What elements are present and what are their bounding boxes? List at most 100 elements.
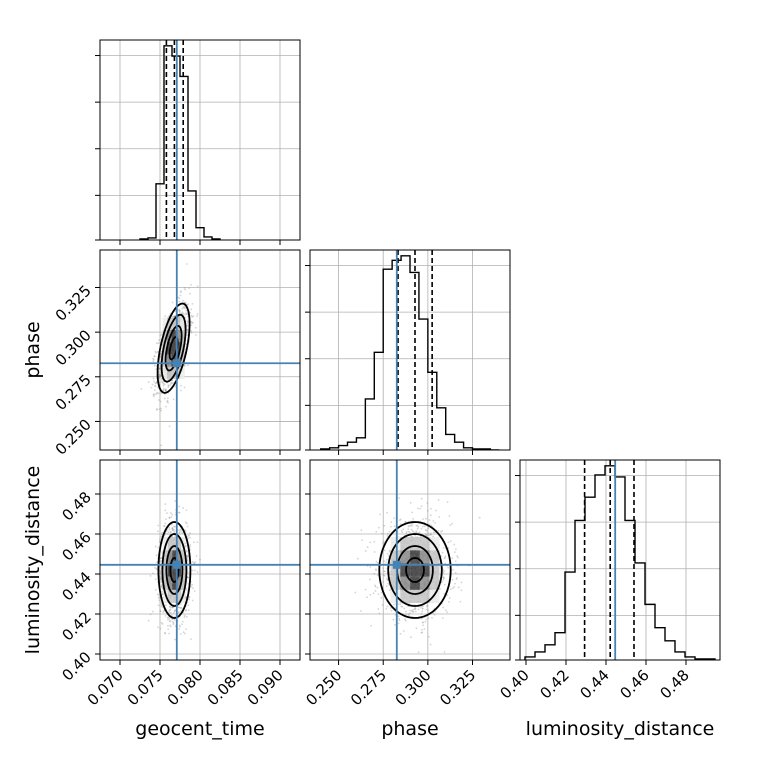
- sample-point: [393, 517, 396, 520]
- sample-point: [178, 312, 181, 314]
- density-cell: [181, 576, 186, 590]
- sample-point: [149, 574, 152, 577]
- sample-point: [169, 608, 172, 611]
- sample-point: [170, 530, 173, 533]
- sample-point: [179, 294, 182, 297]
- sample-point: [383, 524, 386, 527]
- sample-point: [404, 619, 407, 622]
- sample-point: [177, 296, 180, 299]
- sample-point: [153, 355, 156, 357]
- sample-point: [154, 384, 156, 387]
- density-cell: [163, 576, 168, 590]
- sample-point: [373, 540, 376, 543]
- sample-point: [427, 527, 430, 530]
- sample-point: [192, 315, 195, 318]
- sample-point: [386, 535, 389, 537]
- sample-point: [383, 574, 386, 577]
- sample-point: [178, 532, 181, 535]
- sample-point: [427, 617, 430, 620]
- sample-point: [159, 334, 162, 337]
- density-cell: [175, 317, 181, 330]
- sample-point: [454, 560, 457, 563]
- sample-point: [165, 388, 167, 390]
- sample-point: [199, 558, 201, 561]
- sample-point: [412, 530, 415, 533]
- sample-point: [376, 574, 379, 577]
- x-axis-label-phase: phase: [381, 718, 438, 740]
- sample-point: [443, 557, 446, 560]
- density-cell: [172, 576, 177, 590]
- sample-point: [190, 308, 193, 311]
- sample-point: [159, 356, 162, 358]
- sample-point: [408, 531, 411, 534]
- sample-point: [166, 512, 168, 515]
- sample-point: [186, 555, 189, 557]
- y-axis-label-luminosity-distance: luminosity_distance: [22, 466, 44, 655]
- sample-point: [192, 587, 194, 590]
- sample-point: [171, 527, 174, 529]
- sample-point: [193, 590, 196, 592]
- sample-point: [186, 322, 189, 325]
- sample-point: [385, 561, 388, 564]
- sample-point: [189, 532, 192, 534]
- sample-point: [408, 524, 411, 527]
- sample-point: [405, 532, 408, 535]
- sample-point: [421, 621, 424, 624]
- sample-point: [187, 537, 190, 540]
- sample-point: [427, 609, 429, 612]
- sample-point: [383, 560, 386, 562]
- sample-point: [164, 604, 167, 607]
- x-tick-label-geocent-time: 0.070: [84, 666, 127, 709]
- sample-point: [156, 408, 158, 410]
- density-cell: [167, 576, 173, 590]
- sample-point: [417, 608, 420, 611]
- sample-point: [157, 399, 160, 401]
- sample-point: [158, 373, 161, 376]
- sample-point: [186, 556, 189, 559]
- sample-point: [382, 542, 384, 545]
- sample-point: [161, 378, 164, 381]
- sample-point: [160, 333, 163, 336]
- sample-point: [168, 528, 171, 531]
- panel-frame: [309, 459, 511, 661]
- density-cell: [175, 366, 181, 379]
- sample-point: [451, 578, 454, 581]
- sample-point: [168, 617, 171, 620]
- sample-point: [158, 367, 161, 370]
- sample-point: [376, 586, 379, 589]
- sample-point: [162, 387, 165, 390]
- sample-point: [164, 389, 167, 391]
- sample-point: [168, 611, 171, 614]
- panel-frame: [309, 249, 511, 451]
- sample-point: [154, 350, 157, 353]
- sample-point: [171, 528, 174, 530]
- sample-point: [393, 525, 396, 528]
- sample-point: [409, 612, 411, 614]
- sample-point: [193, 562, 196, 565]
- sample-point: [420, 629, 423, 631]
- density-cell: [410, 576, 420, 590]
- density-cell: [167, 354, 172, 367]
- sample-point: [174, 385, 177, 388]
- sample-point: [177, 611, 180, 613]
- sample-point: [448, 515, 451, 517]
- sample-point: [186, 576, 189, 579]
- sample-point: [170, 523, 173, 526]
- density-cell: [180, 354, 185, 367]
- sample-point: [372, 592, 375, 595]
- sample-point: [163, 383, 166, 386]
- sample-point: [155, 408, 158, 411]
- sample-point: [194, 326, 197, 329]
- sample-point: [171, 379, 173, 382]
- sample-point: [173, 315, 176, 318]
- sample-point: [155, 554, 158, 557]
- y-tick-label-luminosity-distance: 0.46: [58, 528, 94, 564]
- sample-point: [420, 497, 423, 500]
- sample-point: [388, 549, 391, 552]
- sample-point: [191, 599, 194, 602]
- sample-point: [444, 609, 447, 612]
- sample-point: [171, 620, 174, 623]
- sample-point: [416, 527, 419, 530]
- sample-point: [399, 518, 402, 521]
- sample-point: [168, 606, 171, 608]
